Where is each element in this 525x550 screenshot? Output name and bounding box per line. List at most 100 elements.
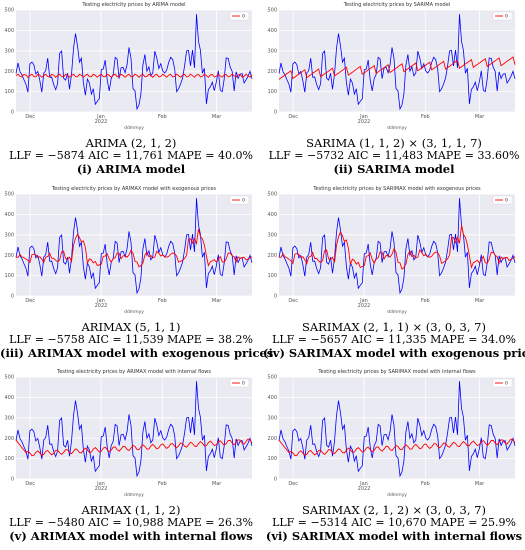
panel-5: Testing electricity prices by ARIMAX mod… bbox=[0, 367, 262, 550]
x-axis-label: ddmmyy bbox=[124, 492, 144, 498]
y-tick-label: 500 bbox=[267, 375, 277, 381]
y-tick-label: 300 bbox=[267, 232, 277, 238]
chart-title: Testing electricity prices by ARIMAX mod… bbox=[56, 369, 211, 375]
x-tick-label: Mar bbox=[212, 114, 222, 120]
series-line-predicted bbox=[278, 438, 516, 457]
x-tick-label: Mar bbox=[475, 298, 485, 304]
x-tick-label: Jan bbox=[359, 481, 368, 487]
y-tick-label: 400 bbox=[4, 395, 14, 401]
x-tick-label: Jan bbox=[359, 114, 368, 120]
y-tick-label: 500 bbox=[4, 8, 14, 14]
legend: 0 bbox=[492, 195, 513, 205]
y-tick-label: 100 bbox=[267, 273, 277, 279]
plot-area bbox=[279, 377, 515, 479]
x-tick-label: Dec bbox=[25, 298, 35, 304]
y-tick-label: 0 bbox=[11, 477, 14, 483]
y-tick-label: 500 bbox=[267, 8, 277, 14]
legend: 0 bbox=[492, 11, 513, 21]
caption-stats: LLF = −5874 AIC = 11,761 MAPE = 40.0% bbox=[9, 149, 253, 162]
x-axis-label: ddmmyy bbox=[387, 492, 407, 498]
x-tick-label: 2022 bbox=[95, 119, 108, 125]
panel-6: Testing electricity prices by SARIMAX mo… bbox=[263, 367, 525, 550]
plot-area bbox=[16, 10, 252, 112]
y-tick-label: 200 bbox=[4, 253, 14, 259]
legend-label: 0 bbox=[242, 381, 245, 387]
x-axis-label: ddmmyy bbox=[387, 309, 407, 315]
series-line-predicted bbox=[15, 73, 253, 78]
legend-label: 0 bbox=[505, 381, 508, 387]
plot-area bbox=[279, 194, 515, 296]
chart-sarima: Testing electricity prices by SARIMA mod… bbox=[267, 2, 516, 131]
legend-label: 0 bbox=[242, 14, 245, 20]
y-tick-label: 400 bbox=[267, 212, 277, 218]
y-tick-label: 100 bbox=[4, 456, 14, 462]
x-tick-label: Dec bbox=[25, 481, 35, 487]
x-axis-label: ddmmyy bbox=[124, 309, 144, 315]
caption-label: (v) ARIMAX model with internal flows bbox=[9, 529, 253, 543]
y-tick-label: 100 bbox=[267, 89, 277, 95]
chart-title: Testing electricity prices by SARIMAX mo… bbox=[317, 369, 476, 375]
x-axis-label: ddmmyy bbox=[124, 125, 144, 131]
y-tick-label: 200 bbox=[267, 436, 277, 442]
panel-2: Testing electricity prices by SARIMA mod… bbox=[263, 0, 525, 183]
chart-title: Testing electricity prices by ARIMA mode… bbox=[81, 2, 185, 8]
caption-stats: LLF = −5657 AIC = 11,335 MAPE = 34.0% bbox=[272, 333, 516, 346]
legend: 0 bbox=[229, 11, 250, 21]
caption-model: SARIMA (1, 1, 2) × (3, 1, 1, 7) bbox=[306, 136, 482, 150]
x-tick-label: Jan bbox=[359, 298, 368, 304]
series-line-actual bbox=[278, 198, 516, 295]
y-tick-label: 500 bbox=[4, 192, 14, 198]
y-tick-label: 0 bbox=[11, 110, 14, 116]
x-axis-label: ddmmyy bbox=[387, 125, 407, 131]
series-line-predicted bbox=[15, 438, 253, 457]
chart-title: Testing electricity prices by SARIMA mod… bbox=[343, 2, 450, 8]
panel-4: Testing electricity prices by SARIMAX mo… bbox=[263, 184, 525, 367]
x-tick-label: Feb bbox=[421, 298, 430, 304]
x-tick-label: Dec bbox=[288, 114, 298, 120]
caption-stats: LLF = −5758 AIC = 11,539 MAPE = 38.2% bbox=[9, 333, 253, 346]
x-tick-label: 2022 bbox=[358, 303, 371, 309]
x-tick-label: Jan bbox=[96, 481, 105, 487]
x-tick-label: Mar bbox=[212, 481, 222, 487]
x-tick-label: Mar bbox=[212, 298, 222, 304]
x-tick-label: Feb bbox=[158, 481, 167, 487]
series-line-actual bbox=[15, 198, 253, 295]
caption-label: (ii) SARIMA model bbox=[333, 162, 455, 176]
y-tick-label: 300 bbox=[267, 415, 277, 421]
plot-area bbox=[16, 194, 252, 296]
y-tick-label: 200 bbox=[267, 69, 277, 75]
y-tick-label: 300 bbox=[4, 232, 14, 238]
x-tick-label: Dec bbox=[288, 298, 298, 304]
legend: 0 bbox=[229, 378, 250, 388]
x-tick-label: Mar bbox=[475, 481, 485, 487]
caption-stats: LLF = −5314 AIC = 10,670 MAPE = 25.9% bbox=[272, 516, 516, 529]
y-tick-label: 0 bbox=[274, 477, 277, 483]
chart-title: Testing electricity prices by ARIMAX mod… bbox=[51, 186, 216, 192]
x-tick-label: Jan bbox=[96, 298, 105, 304]
chart-title: Testing electricity prices by SARIMAX mo… bbox=[312, 186, 481, 192]
y-tick-label: 400 bbox=[267, 28, 277, 34]
y-tick-label: 100 bbox=[4, 273, 14, 279]
y-tick-label: 300 bbox=[4, 415, 14, 421]
y-tick-label: 500 bbox=[267, 192, 277, 198]
y-tick-label: 200 bbox=[267, 253, 277, 259]
series-line-actual bbox=[278, 381, 516, 478]
x-tick-label: Jan bbox=[96, 114, 105, 120]
chart-sarimax-exog: Testing electricity prices by SARIMAX mo… bbox=[267, 186, 516, 315]
x-tick-label: 2022 bbox=[95, 303, 108, 309]
plot-area bbox=[16, 377, 252, 479]
chart-arima: Testing electricity prices by ARIMA mode… bbox=[4, 2, 253, 131]
y-tick-label: 0 bbox=[274, 110, 277, 116]
y-tick-label: 0 bbox=[11, 294, 14, 300]
panel-3: Testing electricity prices by ARIMAX mod… bbox=[0, 184, 273, 367]
legend-label: 0 bbox=[242, 198, 245, 204]
y-tick-label: 500 bbox=[4, 375, 14, 381]
y-tick-label: 300 bbox=[267, 48, 277, 54]
y-tick-label: 200 bbox=[4, 436, 14, 442]
caption-label: (vi) SARIMAX model with internal flows bbox=[265, 529, 523, 543]
y-tick-label: 400 bbox=[267, 395, 277, 401]
caption-stats: LLF = −5480 AIC = 10,988 MAPE = 26.3% bbox=[9, 516, 253, 529]
x-tick-label: Feb bbox=[421, 114, 430, 120]
legend: 0 bbox=[492, 378, 513, 388]
x-tick-label: 2022 bbox=[358, 119, 371, 125]
